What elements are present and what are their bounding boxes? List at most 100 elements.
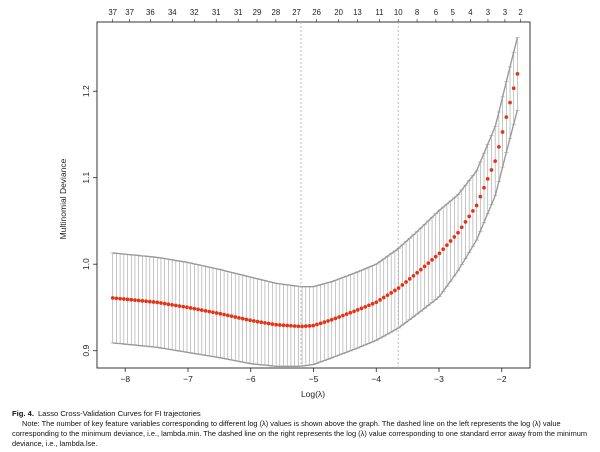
- data-point: [400, 283, 405, 287]
- top-axis-count-label: 28: [272, 8, 281, 17]
- data-point: [474, 203, 479, 208]
- data-point: [511, 86, 516, 91]
- data-point: [315, 322, 319, 327]
- data-point: [289, 323, 293, 328]
- y-tick-label: 1.1: [81, 172, 91, 184]
- data-point: [218, 311, 223, 316]
- data-point: [155, 300, 160, 305]
- data-point: [162, 301, 167, 306]
- data-point: [277, 323, 282, 327]
- top-axis-count-label: 11: [375, 8, 383, 17]
- data-point: [459, 225, 464, 230]
- x-tick-label: −2: [497, 374, 507, 384]
- data-point: [274, 322, 278, 327]
- data-point: [407, 277, 412, 281]
- top-axis-count-label: 26: [312, 8, 321, 17]
- y-axis-title: Multinomial Deviance: [58, 158, 68, 239]
- figure-caption: Fig. 4. Lasso Cross-Validation Curves for…: [12, 409, 590, 449]
- data-point: [433, 254, 438, 259]
- data-point: [207, 309, 212, 314]
- data-point: [467, 214, 472, 219]
- data-point: [329, 317, 334, 322]
- data-point: [441, 247, 446, 252]
- data-point: [448, 239, 453, 243]
- data-point: [211, 310, 215, 315]
- data-point: [248, 318, 252, 323]
- top-axis-count-label: 36: [146, 8, 155, 17]
- data-point: [485, 177, 490, 181]
- data-point: [348, 310, 353, 315]
- data-point: [133, 298, 137, 302]
- lasso-cv-plot: −8 −7 −6 −5 −4 −3 −20.91.01.11.237 37 36 34 32 31 31…: [58, 8, 531, 399]
- data-point: [266, 321, 271, 326]
- data-point: [225, 313, 230, 318]
- data-point: [285, 323, 290, 328]
- data-point: [415, 270, 420, 275]
- top-axis-count-label: 29: [253, 8, 262, 17]
- data-point: [307, 324, 312, 328]
- data-point: [411, 273, 416, 278]
- top-axis-count-label: 13: [353, 8, 362, 17]
- data-point: [352, 309, 356, 314]
- data-point: [374, 300, 379, 305]
- data-point: [192, 306, 197, 311]
- data-point: [385, 293, 390, 298]
- data-point: [214, 311, 219, 315]
- data-point: [118, 296, 122, 301]
- data-point: [456, 230, 460, 235]
- upper-se-envelope: [112, 37, 519, 288]
- x-tick-label: −3: [434, 374, 444, 384]
- top-axis-count-label: 31: [234, 8, 243, 17]
- lower-se-envelope: [112, 110, 519, 367]
- data-point: [281, 323, 286, 328]
- top-axis-count-label: 6: [434, 8, 438, 17]
- top-axis-count-label: 3: [486, 8, 490, 17]
- data-point: [493, 159, 498, 164]
- data-point: [504, 115, 509, 119]
- data-point: [144, 299, 148, 304]
- data-point: [363, 304, 368, 309]
- data-point: [125, 297, 130, 302]
- data-point: [515, 72, 520, 76]
- top-axis-count-label: 37: [125, 8, 134, 17]
- data-point: [355, 308, 360, 312]
- x-tick-label: −6: [246, 374, 256, 384]
- data-point: [140, 299, 145, 303]
- data-point: [173, 303, 178, 308]
- data-point: [222, 312, 226, 317]
- data-point: [311, 323, 316, 328]
- data-point: [196, 307, 200, 312]
- data-point: [396, 286, 401, 290]
- data-point: [422, 264, 427, 269]
- data-point: [430, 258, 434, 262]
- data-point: [292, 324, 297, 328]
- data-point: [110, 296, 115, 300]
- top-axis-count-label: 31: [212, 8, 221, 17]
- data-point: [482, 185, 486, 190]
- data-point: [199, 308, 204, 312]
- data-point: [318, 321, 323, 326]
- x-tick-label: −5: [309, 374, 319, 384]
- data-point: [393, 288, 397, 293]
- top-axis-count-label: 27: [292, 8, 301, 17]
- data-point: [114, 296, 119, 301]
- data-point: [378, 298, 382, 302]
- data-point: [322, 320, 327, 324]
- data-point: [333, 316, 338, 321]
- top-axis-count-label: 37: [108, 8, 117, 17]
- data-point: [166, 302, 171, 307]
- data-point: [381, 295, 386, 300]
- data-point: [471, 209, 475, 213]
- data-point: [259, 320, 264, 325]
- caption-note: Note: The number of key feature variable…: [12, 419, 587, 448]
- data-point: [508, 100, 512, 105]
- data-point: [341, 313, 345, 318]
- top-axis-count-label: 8: [415, 8, 419, 17]
- data-point: [177, 304, 182, 308]
- y-tick-label: 0.9: [81, 345, 91, 357]
- data-point: [185, 305, 189, 310]
- data-point: [426, 261, 431, 265]
- data-point: [203, 308, 208, 313]
- data-point: [452, 235, 457, 239]
- data-point: [489, 168, 494, 172]
